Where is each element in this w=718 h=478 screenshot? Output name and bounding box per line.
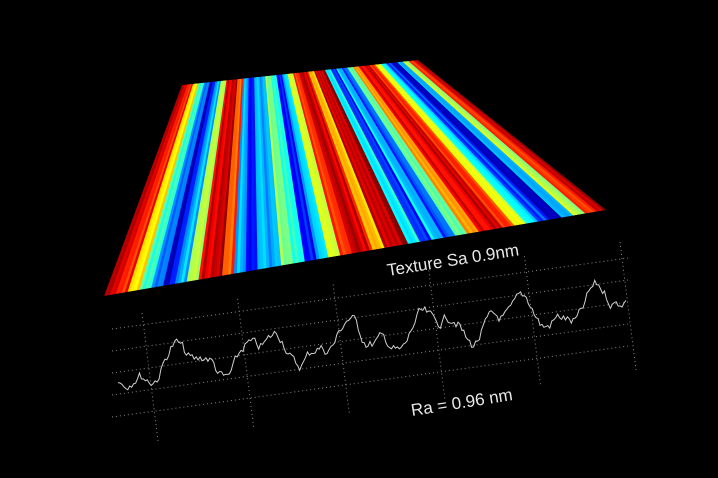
surface-stripe [394, 62, 560, 219]
surface-stripe [395, 62, 563, 219]
surface-stripe [374, 64, 519, 226]
grid-line [111, 279, 629, 352]
surface-stripe [222, 78, 240, 276]
surface-stripe [174, 81, 218, 284]
grid-line [141, 312, 159, 442]
surface-stripe [201, 79, 230, 280]
surface-stripe [390, 62, 551, 221]
surface-stripe [412, 60, 599, 213]
surface-stripe [168, 81, 215, 285]
surface-stripe [379, 63, 528, 225]
surface-stripe [230, 78, 244, 275]
grid-line [428, 270, 446, 399]
surface-stripe [386, 63, 542, 222]
grid-line [237, 298, 255, 427]
surface-stripe [163, 81, 212, 286]
surface-stripe [115, 84, 190, 294]
surface-stripe [198, 80, 229, 280]
surface-stripe [166, 81, 213, 286]
surface-stripe [384, 63, 539, 223]
surface-stripe [415, 60, 604, 212]
surface-stripe [225, 78, 241, 276]
surface-stripe [204, 79, 232, 279]
surface-stripe [393, 62, 557, 220]
surface-stripe [112, 84, 188, 295]
surface-stripe [399, 61, 572, 217]
surface-stripe [177, 81, 219, 284]
surface-stripe [207, 79, 233, 279]
surface-stripe [195, 80, 227, 281]
grid-line [111, 323, 629, 396]
surface-stripe [402, 61, 578, 216]
surface-stripe [398, 61, 569, 218]
surface-stripe [192, 80, 226, 281]
surface-stripe [373, 64, 516, 227]
surface-stripe [139, 83, 201, 290]
surface-stripe [151, 82, 207, 288]
surface-stripe [136, 83, 200, 291]
grid-line [111, 301, 629, 374]
surface-stripe [401, 61, 575, 217]
surface-stripe [416, 60, 606, 211]
surface-stripe [397, 62, 566, 218]
surface-stripe [127, 83, 195, 292]
surface-stripe [145, 82, 204, 289]
surface-stripe [118, 84, 191, 294]
surface-stripe [180, 80, 220, 283]
surface-stripe [376, 64, 522, 226]
surface-stripe [189, 80, 225, 282]
surface-stripe [233, 78, 245, 274]
surface-stripe [213, 79, 236, 278]
surface-stripe [388, 62, 548, 221]
roughness-profile [117, 278, 627, 391]
surface-stripe [239, 78, 248, 273]
surface-stripe [109, 84, 187, 295]
surface-map [104, 60, 606, 296]
surface-stripe [380, 63, 531, 224]
surface-stripe [130, 83, 197, 292]
surface-stripe [404, 61, 581, 216]
grid-line [619, 241, 637, 371]
profile-grid [111, 241, 637, 442]
surface-stripe [411, 60, 596, 213]
grid-line [111, 257, 629, 330]
surface-stripe [171, 81, 216, 285]
surface-stripe [124, 83, 194, 293]
surface-stripe [106, 84, 186, 296]
grid-line [111, 345, 629, 418]
surface-stripe [391, 62, 554, 220]
surface-stripe [219, 79, 238, 277]
surface-stripe [210, 79, 234, 278]
surface-stripe [383, 63, 537, 223]
surface-stripe [216, 79, 237, 277]
surface-stripe [142, 82, 202, 290]
surface-stripe [236, 78, 247, 274]
surface-stripe [154, 82, 208, 288]
grid-line [523, 256, 541, 385]
surface-stripe [148, 82, 205, 289]
surface-stripe [406, 60, 587, 215]
surface-stripe [186, 80, 223, 282]
surface-stripe [133, 83, 198, 291]
surface-stripe [377, 64, 525, 225]
surface-stripe [242, 77, 250, 273]
surface-stripe [104, 84, 184, 296]
surface-stripe [387, 63, 545, 222]
surface-stripe [121, 83, 193, 293]
surface-stripe [228, 78, 243, 275]
surface-stripe [413, 60, 601, 212]
surface-stripe [409, 60, 593, 214]
surface-stripe [381, 63, 534, 224]
surface-stripe [408, 60, 590, 214]
surface-stripe [157, 82, 209, 287]
surface-stripe [160, 82, 211, 287]
surface-stripe [183, 80, 222, 283]
grid-line [332, 284, 350, 413]
surface-stripe [405, 61, 584, 215]
